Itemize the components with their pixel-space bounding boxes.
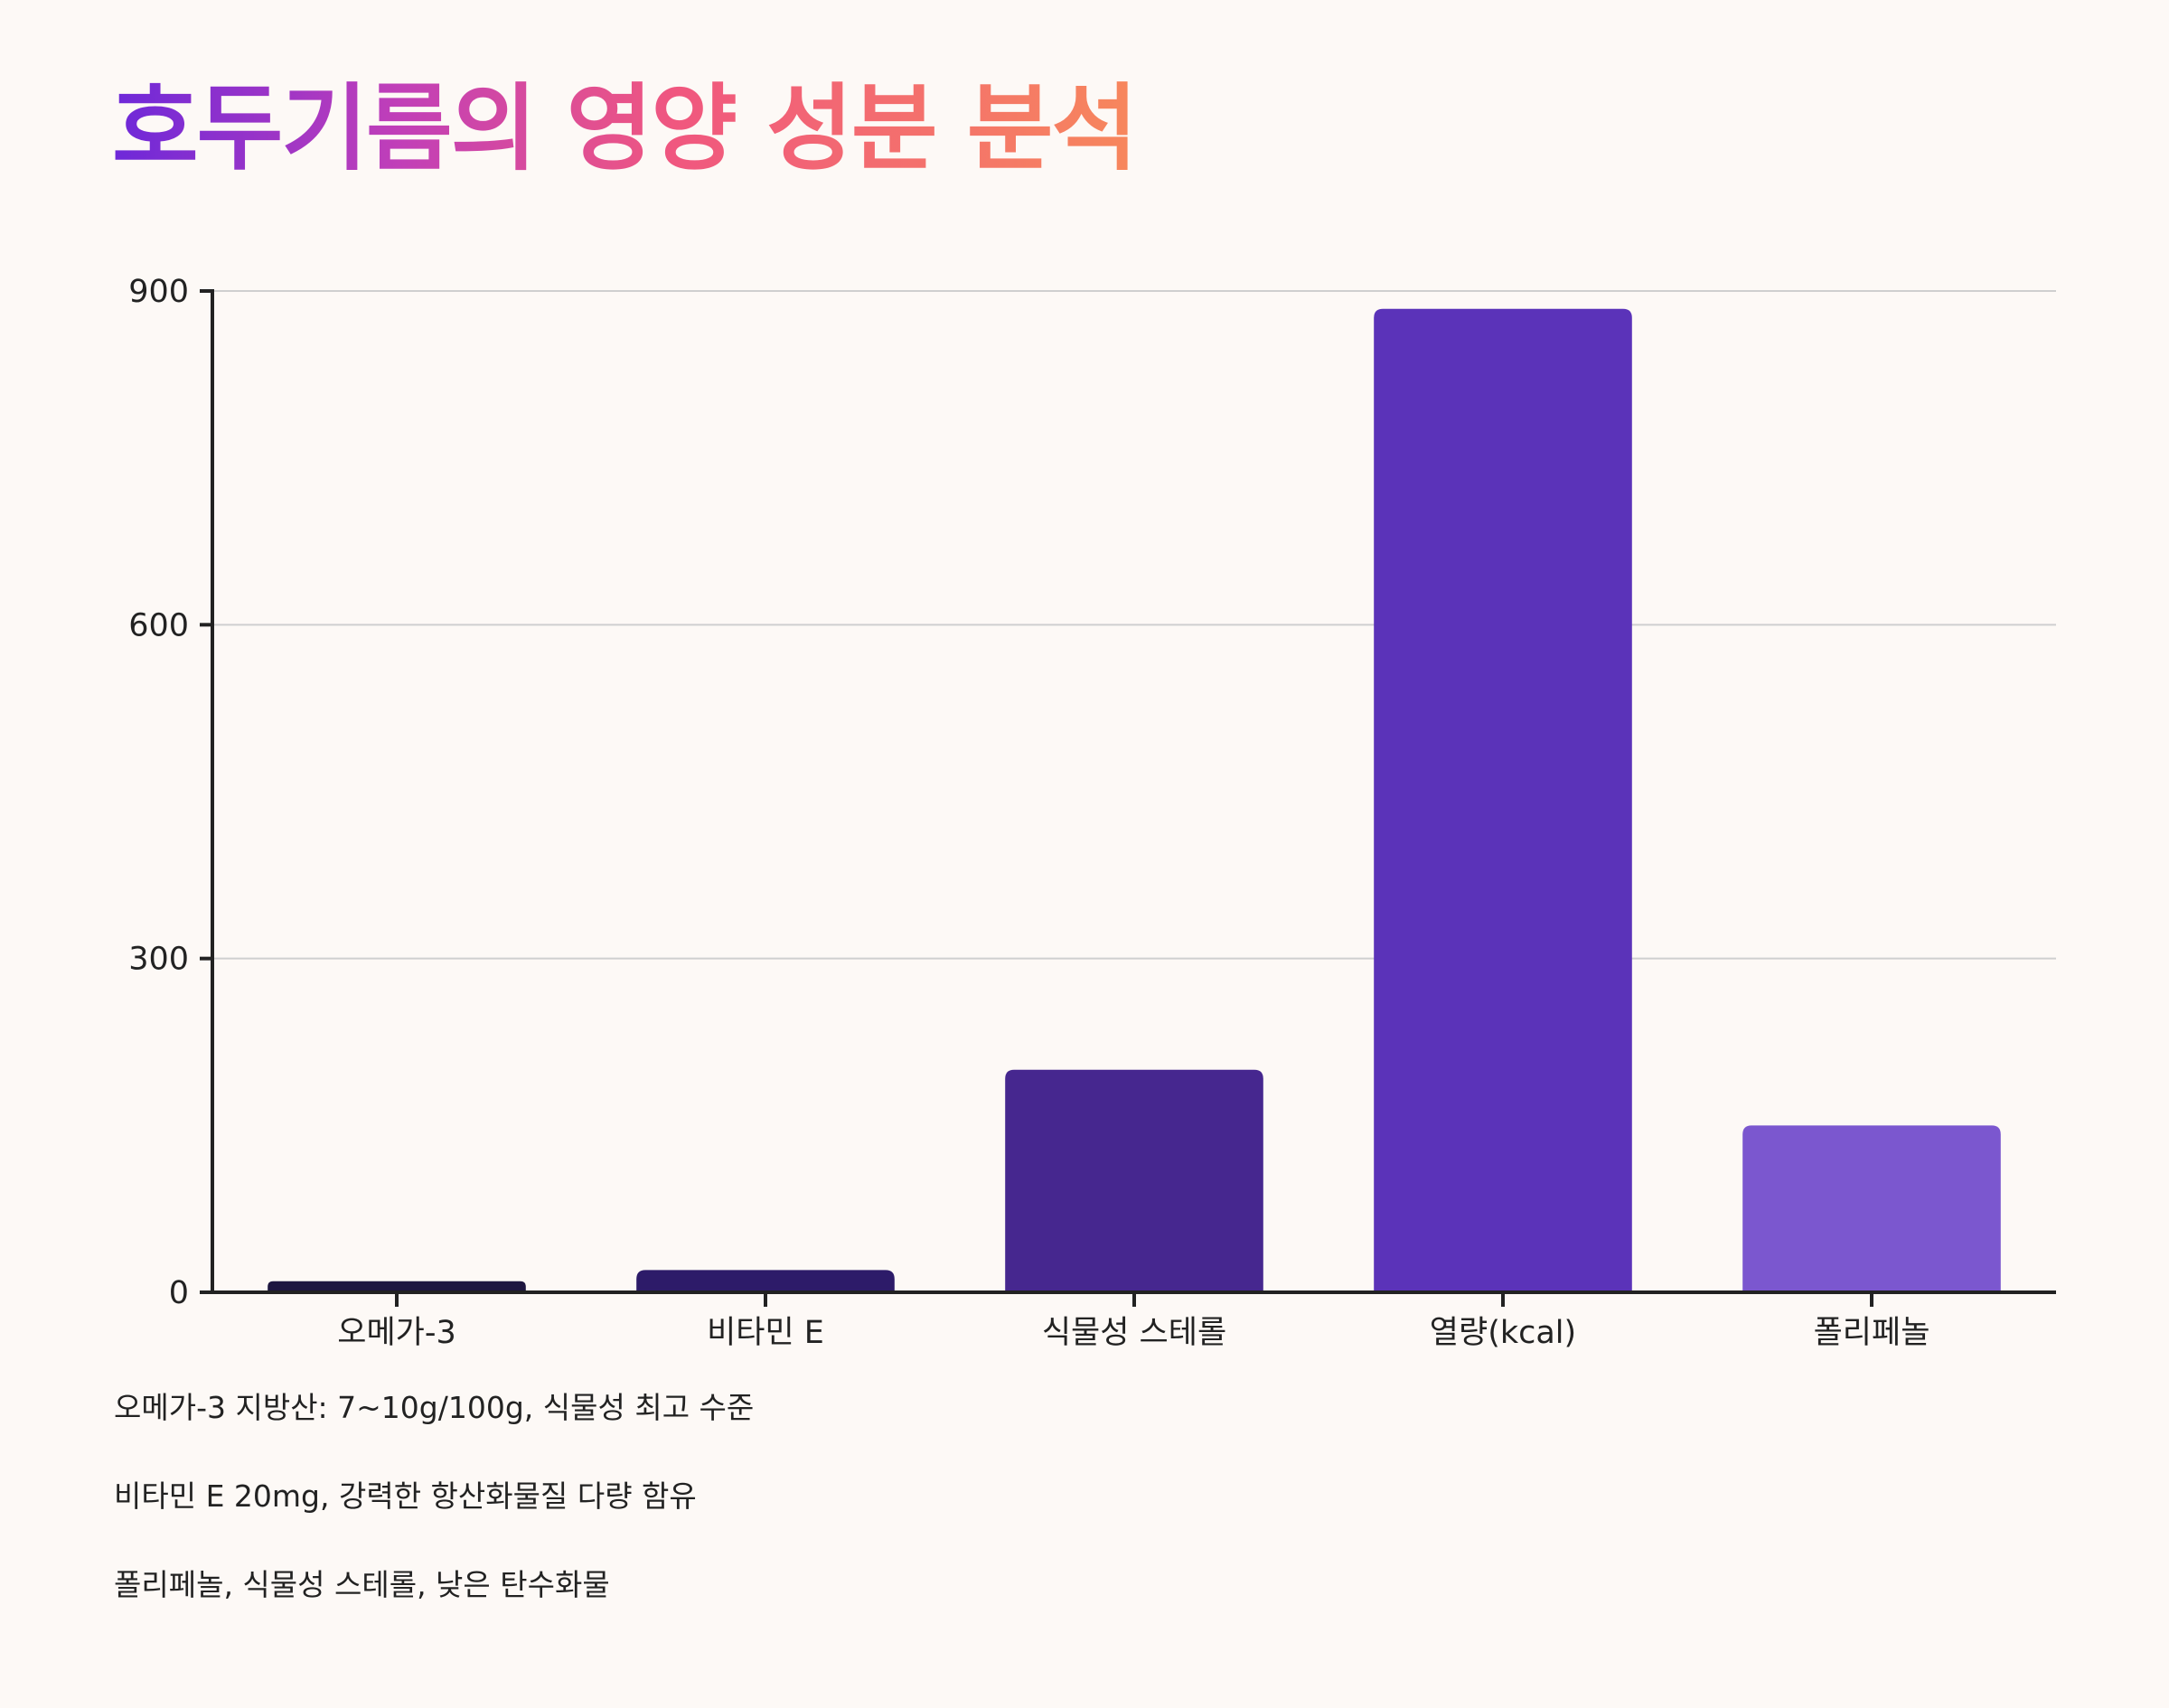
- x-tick-label: 폴리페놀: [1814, 1315, 1930, 1351]
- y-tick-label: 900: [128, 274, 189, 310]
- notes-list: 오메가-3 지방산: 7~10g/100g, 식물성 최고 수준 비타민 E 2…: [114, 1390, 754, 1656]
- y-tick-label: 0: [169, 1275, 189, 1311]
- note-polyphenol: 폴리페놀, 식물성 스테롤, 낮은 탄수화물: [114, 1567, 610, 1602]
- bar: [268, 1281, 526, 1292]
- y-tick-label: 600: [128, 607, 189, 643]
- bar: [636, 1270, 895, 1292]
- x-tick-label: 오메가-3: [337, 1315, 456, 1351]
- bar: [1005, 1069, 1263, 1292]
- note-omega3: 오메가-3 지방산: 7~10g/100g, 식물성 최고 수준: [114, 1390, 755, 1425]
- note-vitamin-e: 비타민 E 20mg, 강력한 항산화물질 다량 함유: [114, 1478, 697, 1514]
- bar: [1374, 308, 1632, 1293]
- x-tick-label: 비타민 E: [707, 1315, 824, 1351]
- x-tick-label: 식물성 스테롤: [1042, 1315, 1226, 1351]
- bar: [1742, 1125, 2001, 1292]
- y-tick-label: 300: [128, 942, 189, 978]
- chart-title: 호두기름의 영양 성분 분석: [112, 73, 1138, 183]
- x-tick-label: 열량(kcal): [1430, 1315, 1576, 1351]
